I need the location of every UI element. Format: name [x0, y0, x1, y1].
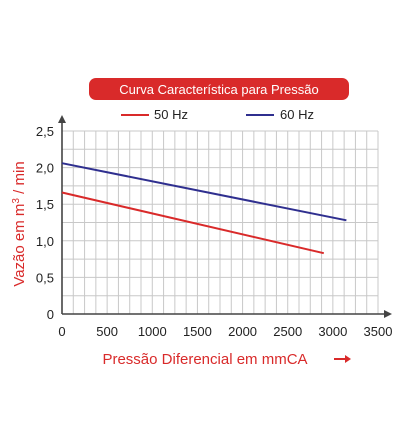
tick-labels: 0 500 1000 1500 2000 2500 3000 3500 0 0,5 1,0 1,5 2,… [36, 124, 393, 339]
x-axis-title-arrowhead [345, 355, 351, 363]
y-tick-label: 1,0 [36, 234, 54, 249]
series-line-50hz [61, 191, 325, 255]
y-tick-label: 2,5 [36, 124, 54, 139]
x-axis-title: Pressão Diferencial em mmCA [102, 351, 307, 368]
y-tick-label: 0,5 [36, 270, 54, 285]
x-tick-label: 0 [58, 324, 65, 339]
x-tick-label: 3000 [318, 324, 347, 339]
axes [58, 115, 392, 363]
x-tick-label: 500 [96, 324, 118, 339]
x-tick-label: 2000 [228, 324, 257, 339]
legend-label-60hz: 60 Hz [280, 107, 314, 122]
grid [62, 130, 379, 314]
chart-title: Curva Característica para Pressão [89, 78, 349, 100]
x-tick-label: 1500 [183, 324, 212, 339]
series-group [61, 162, 347, 255]
x-tick-label: 3500 [364, 324, 393, 339]
x-tick-label: 2500 [273, 324, 302, 339]
legend-label-50hz: 50 Hz [154, 107, 188, 122]
series-line-60hz [61, 162, 347, 222]
y-axis-title-sup: 3 [11, 198, 22, 204]
y-axis-title-main: Vazão em m [11, 204, 28, 287]
y-tick-label: 1,5 [36, 197, 54, 212]
y-tick-label: 0 [47, 307, 54, 322]
x-tick-label: 1000 [138, 324, 167, 339]
y-axis-arrow [58, 115, 66, 123]
y-axis-title: Vazão em m3 / min [11, 161, 28, 286]
y-axis-title-tail: / min [11, 161, 28, 198]
y-tick-label: 2,0 [36, 161, 54, 176]
x-axis-arrow [384, 310, 392, 318]
